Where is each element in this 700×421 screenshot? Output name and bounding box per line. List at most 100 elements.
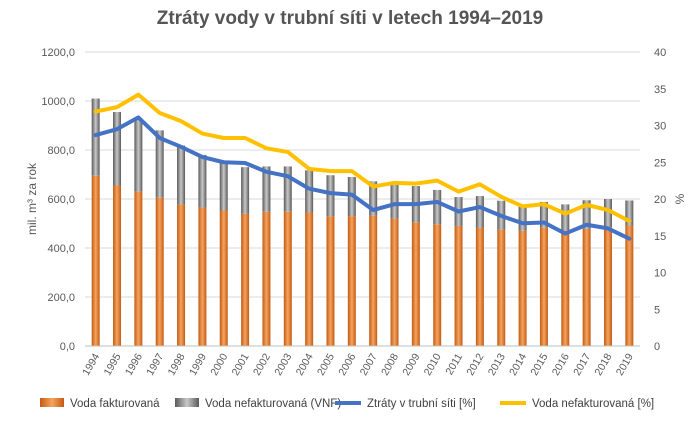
bar-voda-fakturovana [91, 175, 100, 346]
line-ztraty-pct [93, 115, 632, 241]
bar-voda-fakturovana [283, 211, 292, 346]
x-tick-label: 1997 [144, 351, 166, 377]
x-tick-label: 2008 [379, 351, 401, 377]
x-tick-label: 2006 [336, 351, 358, 377]
bar-voda-fakturovana [262, 211, 271, 346]
x-tick-label: 1996 [123, 351, 145, 377]
legend-label: Voda nefakturovaná (VNF) [205, 398, 341, 410]
bar-voda-nefakturovana [134, 119, 143, 192]
bar-voda-fakturovana [347, 216, 356, 346]
bar-voda-fakturovana [241, 213, 250, 346]
x-tick-label: 2017 [571, 351, 593, 377]
bar-voda-nefakturovana [198, 154, 207, 208]
line-voda-nefakturovana-pct [93, 92, 632, 224]
y-tick-label: 0,0 [60, 341, 75, 353]
bar-voda-nefakturovana [283, 166, 292, 212]
legend-label: Voda fakturovaná [70, 398, 160, 410]
x-tick-label: 2000 [208, 351, 230, 377]
x-tick-label: 2001 [230, 351, 252, 377]
bar-voda-fakturovana [305, 212, 314, 346]
x-tick-label: 2013 [486, 351, 508, 377]
x-tick-label: 1994 [80, 351, 102, 377]
bar-voda-nefakturovana [91, 98, 100, 176]
bar-voda-nefakturovana [262, 166, 271, 212]
y-tick-label: 200,0 [47, 292, 75, 304]
y-axis-label: mil. m³ za rok [25, 162, 39, 235]
bar-voda-fakturovana [134, 191, 143, 346]
bar-voda-nefakturovana [177, 145, 186, 205]
x-tick-label: 1998 [166, 351, 188, 377]
bar-voda-nefakturovana [326, 175, 335, 217]
x-tick-label: 2011 [443, 351, 465, 377]
x-tick-label: 2007 [358, 351, 380, 377]
bar-voda-fakturovana [390, 218, 399, 346]
bar-voda-fakturovana [625, 225, 634, 346]
bar-voda-fakturovana [433, 224, 442, 346]
bar-voda-nefakturovana [539, 201, 548, 228]
y2-tick-label: 0 [654, 341, 660, 353]
chart-title: Ztráty vody v trubní síti v letech 1994–… [156, 8, 544, 29]
bar-voda-fakturovana [497, 229, 506, 346]
bar-voda-fakturovana [177, 204, 186, 346]
y2-tick-label: 25 [654, 157, 666, 169]
bar-voda-nefakturovana [219, 162, 228, 211]
y-tick-label: 1200,0 [41, 47, 75, 59]
bar-voda-fakturovana [326, 216, 335, 346]
y2-tick-label: 5 [654, 304, 660, 316]
bar-voda-nefakturovana [390, 184, 399, 219]
bar-voda-fakturovana [369, 215, 378, 346]
x-tick-label: 2002 [251, 351, 273, 377]
x-tick-label: 2005 [315, 351, 337, 377]
bar-voda-fakturovana [454, 225, 463, 346]
y-tick-label: 1000,0 [41, 96, 75, 108]
y2-tick-label: 30 [654, 121, 666, 133]
y2-tick-label: 10 [654, 268, 666, 280]
legend-label: Voda nefakturovaná [%] [532, 398, 654, 410]
y2-tick-label: 40 [654, 47, 666, 59]
x-tick-label: 2010 [422, 351, 444, 377]
bar-voda-fakturovana [561, 230, 570, 346]
x-tick-label: 2014 [507, 351, 529, 377]
legend-label: Ztráty v trubní síti [%] [367, 398, 476, 410]
legend-swatch [175, 398, 199, 407]
bar-voda-fakturovana [582, 228, 591, 346]
bar-voda-nefakturovana [369, 181, 378, 216]
bar-voda-fakturovana [475, 227, 484, 346]
bar-voda-nefakturovana [305, 170, 314, 213]
y2-axis-label: % [673, 193, 687, 204]
x-tick-label: 2018 [593, 351, 615, 377]
bar-voda-fakturovana [198, 207, 207, 346]
y2-tick-label: 35 [654, 84, 666, 96]
x-tick-label: 2016 [550, 351, 572, 377]
bar-voda-nefakturovana [241, 167, 250, 214]
bar-voda-nefakturovana [561, 204, 570, 231]
legend-swatch [40, 398, 64, 407]
x-tick-label: 2009 [400, 351, 422, 377]
x-tick-label: 2015 [528, 351, 550, 377]
x-tick-label: 2004 [294, 351, 316, 377]
y2-tick-label: 20 [654, 194, 666, 206]
bar-voda-nefakturovana [113, 112, 122, 186]
bar-voda-fakturovana [518, 230, 527, 346]
bar-voda-nefakturovana [155, 130, 164, 198]
bar-voda-nefakturovana [582, 200, 591, 229]
bar-voda-nefakturovana [475, 196, 484, 228]
y-tick-label: 800,0 [47, 145, 75, 157]
bar-voda-fakturovana [603, 227, 612, 346]
x-tick-label: 2019 [614, 351, 636, 377]
x-tick-label: 2003 [272, 351, 294, 377]
bar-voda-fakturovana [113, 185, 122, 346]
x-tick-label: 1999 [187, 351, 209, 377]
y-tick-label: 600,0 [47, 194, 75, 206]
bar-voda-fakturovana [411, 222, 420, 346]
bar-voda-nefakturovana [433, 189, 442, 225]
bar-voda-nefakturovana [518, 205, 527, 231]
bar-voda-fakturovana [155, 197, 164, 346]
y-tick-label: 400,0 [47, 243, 75, 255]
bar-voda-fakturovana [219, 210, 228, 346]
x-tick-label: 1995 [102, 351, 124, 377]
bar-voda-nefakturovana [625, 200, 634, 226]
bar-voda-nefakturovana [603, 199, 612, 228]
